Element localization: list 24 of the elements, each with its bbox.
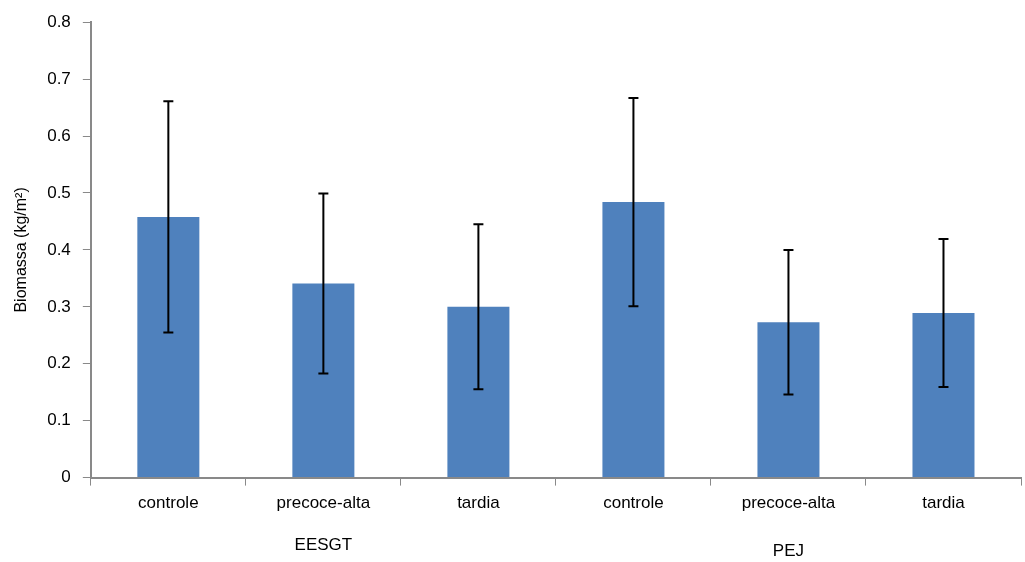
- text: EESGT: [294, 534, 353, 554]
- y-tick-label: 0.4: [47, 239, 71, 259]
- y-tick-label: 0.7: [47, 68, 71, 88]
- x-tick-label: controle: [603, 493, 664, 513]
- y-tick-label: 0.1: [47, 410, 71, 430]
- bar: [757, 322, 820, 478]
- x-tick-label: tardia: [922, 493, 966, 513]
- text: PEJ: [772, 540, 805, 560]
- y-tick-label: 0.8: [47, 11, 71, 31]
- x-tick-label: precoce-alta: [741, 493, 836, 513]
- y-tick-label: 0.2: [47, 353, 71, 373]
- x-tick-label: controle: [138, 493, 199, 513]
- bar: [912, 313, 975, 478]
- y-tick-label: 0.5: [47, 182, 71, 202]
- y-tick-label: 0.3: [47, 296, 71, 316]
- y-tick-label: 0: [61, 467, 71, 487]
- bar: [447, 306, 510, 478]
- y-tick-label: 0.6: [47, 125, 71, 145]
- x-tick-label: precoce-alta: [276, 493, 371, 513]
- x-tick-label: tardia: [457, 493, 501, 513]
- bar: [292, 283, 355, 478]
- bar: [137, 216, 200, 478]
- y-axis-title: Biomassa (kg/m²): [12, 187, 30, 313]
- bar: [602, 202, 665, 478]
